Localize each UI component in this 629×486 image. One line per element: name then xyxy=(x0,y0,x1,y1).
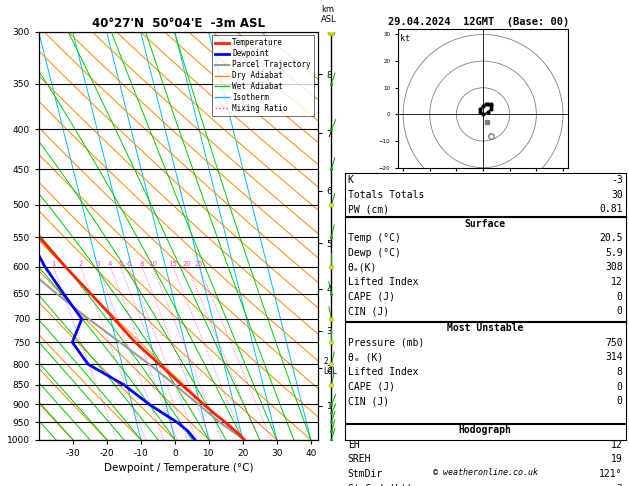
Text: km
ASL: km ASL xyxy=(321,5,337,24)
Text: 8: 8 xyxy=(617,367,623,377)
Text: StmSpd (kt): StmSpd (kt) xyxy=(348,484,413,486)
Text: Surface: Surface xyxy=(465,219,506,229)
Legend: Temperature, Dewpoint, Parcel Trajectory, Dry Adiabat, Wet Adiabat, Isotherm, Mi: Temperature, Dewpoint, Parcel Trajectory… xyxy=(212,35,314,116)
Text: kt: kt xyxy=(401,35,411,43)
Text: 8: 8 xyxy=(140,260,144,267)
Text: 20.5: 20.5 xyxy=(599,233,623,243)
Text: 3: 3 xyxy=(96,260,100,267)
X-axis label: Dewpoint / Temperature (°C): Dewpoint / Temperature (°C) xyxy=(104,464,253,473)
Text: 0.81: 0.81 xyxy=(599,204,623,214)
Text: Dewp (°C): Dewp (°C) xyxy=(348,248,401,258)
Text: CIN (J): CIN (J) xyxy=(348,306,389,316)
Title: 40°27'N  50°04'E  -3m ASL: 40°27'N 50°04'E -3m ASL xyxy=(92,17,265,31)
Text: 19: 19 xyxy=(611,454,623,465)
Text: CIN (J): CIN (J) xyxy=(348,396,389,406)
Text: 15: 15 xyxy=(169,260,177,267)
Text: 121°: 121° xyxy=(599,469,623,479)
Text: PW (cm): PW (cm) xyxy=(348,204,389,214)
Text: 30: 30 xyxy=(611,190,623,200)
Text: 29.04.2024  12GMT  (Base: 00): 29.04.2024 12GMT (Base: 00) xyxy=(388,17,570,27)
Text: 25: 25 xyxy=(195,260,203,267)
Text: CAPE (J): CAPE (J) xyxy=(348,382,395,392)
Text: 0: 0 xyxy=(617,396,623,406)
Text: StmDir: StmDir xyxy=(348,469,383,479)
Text: Temp (°C): Temp (°C) xyxy=(348,233,401,243)
Y-axis label: Mixing Ratio (g/kg): Mixing Ratio (g/kg) xyxy=(371,193,381,278)
Text: θₑ (K): θₑ (K) xyxy=(348,352,383,363)
Text: 0: 0 xyxy=(617,306,623,316)
Text: 12: 12 xyxy=(611,440,623,450)
Y-axis label: hPa: hPa xyxy=(0,226,1,245)
Text: Lifted Index: Lifted Index xyxy=(348,277,418,287)
Text: Most Unstable: Most Unstable xyxy=(447,323,523,333)
Text: 308: 308 xyxy=(605,262,623,273)
Text: 4: 4 xyxy=(108,260,113,267)
Text: 12: 12 xyxy=(611,277,623,287)
Text: -3: -3 xyxy=(611,175,623,185)
Text: Pressure (mb): Pressure (mb) xyxy=(348,338,424,348)
Text: 6: 6 xyxy=(126,260,131,267)
Text: Hodograph: Hodograph xyxy=(459,425,512,435)
Text: EH: EH xyxy=(348,440,360,450)
Text: SREH: SREH xyxy=(348,454,371,465)
Text: 2: 2 xyxy=(79,260,83,267)
Text: 750: 750 xyxy=(605,338,623,348)
Text: 10: 10 xyxy=(148,260,157,267)
Text: 0: 0 xyxy=(617,382,623,392)
Text: 1: 1 xyxy=(51,260,55,267)
Text: 5: 5 xyxy=(118,260,123,267)
Text: K: K xyxy=(348,175,353,185)
Text: Totals Totals: Totals Totals xyxy=(348,190,424,200)
Text: © weatheronline.co.uk: © weatheronline.co.uk xyxy=(433,468,538,477)
Text: 314: 314 xyxy=(605,352,623,363)
Text: 0: 0 xyxy=(617,292,623,302)
Text: 3: 3 xyxy=(617,484,623,486)
Text: Lifted Index: Lifted Index xyxy=(348,367,418,377)
Text: CAPE (J): CAPE (J) xyxy=(348,292,395,302)
Text: 2
LCL: 2 LCL xyxy=(323,357,337,376)
Text: θₑ(K): θₑ(K) xyxy=(348,262,377,273)
Text: 20: 20 xyxy=(183,260,192,267)
Text: 5.9: 5.9 xyxy=(605,248,623,258)
